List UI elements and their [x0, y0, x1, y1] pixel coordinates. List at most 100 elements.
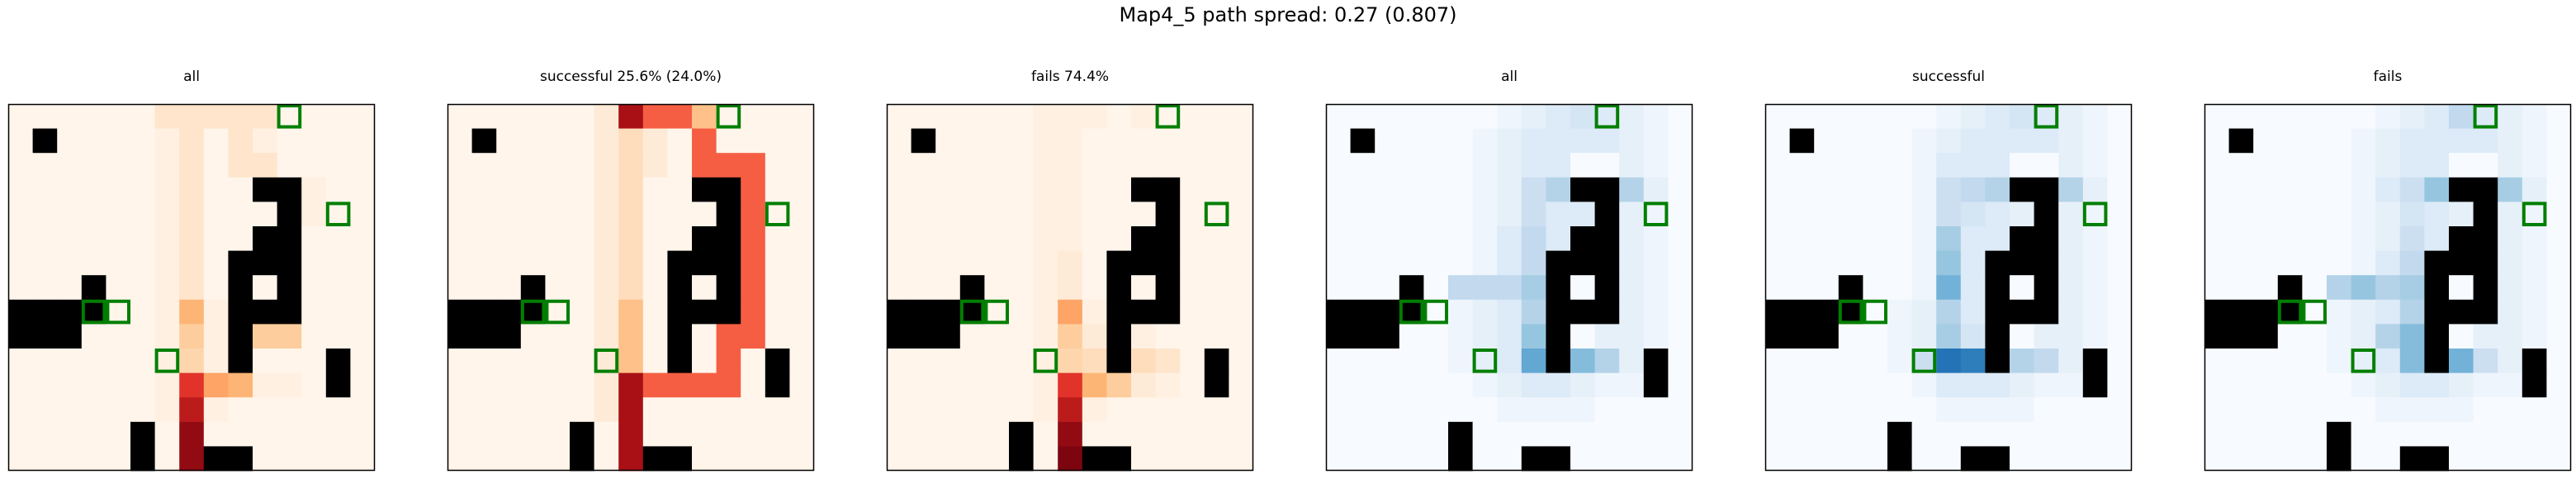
heatmap-cell	[1082, 226, 1107, 251]
heatmap-cell	[2399, 397, 2425, 423]
heatmap-cell	[106, 177, 131, 202]
heatmap-cell	[277, 372, 302, 398]
heatmap-cell	[692, 397, 717, 423]
heatmap-cell	[1009, 324, 1034, 349]
heatmap-cell	[2424, 397, 2450, 423]
heatmap-cell	[2327, 153, 2351, 178]
heatmap-cell	[1789, 202, 1815, 227]
heatmap-cell	[1546, 104, 1571, 129]
heatmap-cell	[935, 372, 961, 398]
heatmap-cell	[2253, 421, 2279, 447]
obstacle-cell	[1985, 349, 2010, 373]
heatmap-cell	[2498, 202, 2523, 227]
heatmap-cell	[1985, 397, 2010, 423]
heatmap-cell	[520, 446, 546, 472]
obstacle-cell	[1009, 421, 1034, 447]
heatmap-cell	[594, 202, 619, 227]
heatmap-cell	[642, 153, 668, 178]
heatmap-cell	[984, 202, 1010, 227]
heatmap-cell	[1546, 397, 1571, 423]
obstacle-cell	[765, 349, 790, 373]
heatmap-cell	[1619, 153, 1645, 178]
heatmap-cell	[1033, 104, 1058, 129]
heatmap-cell	[984, 349, 1010, 373]
heatmap-cell	[447, 226, 472, 251]
obstacle-cell	[253, 226, 277, 251]
heatmap-cell	[2522, 153, 2547, 178]
heatmap-cell	[1423, 226, 1449, 251]
obstacle-cell	[1985, 299, 2010, 325]
heatmap-cell	[594, 226, 619, 251]
heatmap-cell	[570, 397, 594, 423]
heatmap-cell	[1887, 349, 1912, 373]
heatmap-cell	[325, 324, 351, 349]
heatmap-cell	[471, 349, 497, 373]
heatmap-cell	[765, 446, 790, 472]
obstacle-cell	[1131, 226, 1156, 251]
heatmap-cell	[179, 177, 205, 202]
heatmap-cell	[1472, 153, 1498, 178]
heatmap-cell	[741, 177, 766, 202]
heatmap-cell	[716, 372, 741, 398]
heatmap-cell	[2424, 104, 2450, 129]
heatmap-cell	[545, 421, 571, 447]
obstacle-cell	[520, 299, 546, 325]
heatmap-cell	[2351, 177, 2376, 202]
heatmap-cell	[1863, 128, 1888, 154]
heatmap-cell	[2302, 446, 2327, 472]
heatmap-cell	[1789, 177, 1815, 202]
heatmap-cell	[350, 275, 376, 301]
heatmap-cell	[716, 349, 741, 373]
heatmap-cell	[1911, 275, 1937, 301]
heatmap-cell	[81, 177, 107, 202]
heatmap-cell	[935, 226, 961, 251]
heatmap-cell	[1082, 372, 1107, 398]
heatmap-cell	[789, 372, 815, 398]
heatmap-cell	[1765, 372, 1790, 398]
heatmap-cell	[2107, 275, 2133, 301]
heatmap-cell	[2082, 104, 2108, 129]
goal-marker	[545, 299, 571, 325]
heatmap-cell	[2399, 421, 2425, 447]
heatmap-cell	[106, 421, 131, 447]
heatmap-cell	[1911, 299, 1937, 325]
heatmap-cell	[2522, 226, 2547, 251]
heatmap-cell	[1399, 349, 1424, 373]
heatmap-cell	[154, 250, 180, 276]
heatmap-cell	[2107, 153, 2133, 178]
heatmap-cell	[1058, 177, 1083, 202]
obstacle-cell	[667, 275, 693, 301]
obstacle-cell	[1326, 324, 1351, 349]
heatmap-cell	[130, 372, 155, 398]
heatmap-cell	[618, 421, 644, 447]
heatmap-cell	[301, 153, 327, 178]
obstacle-cell	[520, 275, 546, 301]
heatmap-cell	[2473, 324, 2498, 349]
heatmap-cell	[350, 128, 376, 154]
obstacle-cell	[1960, 446, 1986, 472]
heatmap-cell	[106, 349, 131, 373]
heatmap-cell	[1497, 202, 1522, 227]
heatmap-cell	[1668, 177, 1693, 202]
heatmap-cell	[1985, 177, 2010, 202]
heatmap-cell	[789, 446, 815, 472]
heatmap-cell	[545, 128, 571, 154]
heatmap-cell	[2546, 128, 2572, 154]
heatmap-cell	[520, 372, 546, 398]
heatmap-cell	[1863, 446, 1888, 472]
heatmap-cell	[2058, 104, 2084, 129]
heatmap-cell	[1765, 226, 1790, 251]
heatmap-cell	[301, 372, 327, 398]
heatmap-cell	[1619, 202, 1645, 227]
heatmap-cell	[2082, 446, 2108, 472]
obstacle-cell	[253, 299, 277, 325]
obstacle-cell	[911, 299, 936, 325]
heatmap-cell	[1375, 349, 1400, 373]
heatmap-cell	[1619, 226, 1645, 251]
heatmap-cell	[496, 421, 522, 447]
heatmap-cell	[2082, 202, 2108, 227]
heatmap-cell	[765, 250, 790, 276]
heatmap-cell	[1033, 153, 1058, 178]
heatmap-cell	[716, 153, 741, 178]
heatmap-cell	[570, 372, 594, 398]
